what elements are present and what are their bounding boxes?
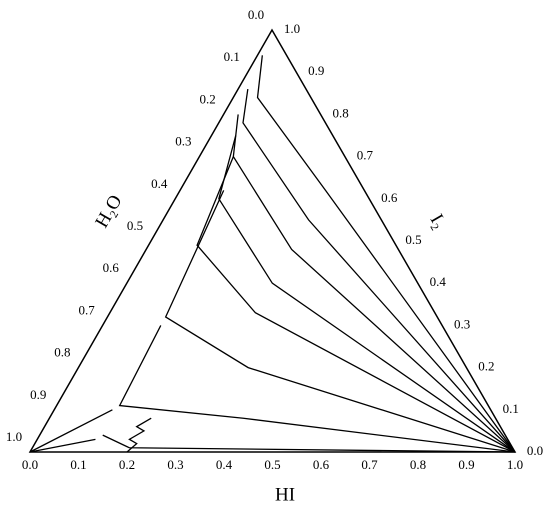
h2o-tick-label: 0.9 [30, 387, 46, 402]
hi-tick-label: 0.0 [22, 457, 38, 472]
h2o-tick-label: 0.0 [248, 7, 264, 22]
i2-tick-label: 0.7 [357, 148, 374, 163]
tie-line [164, 190, 516, 453]
hi-tick-label: 0.4 [216, 457, 233, 472]
i2-tick-label: 0.3 [454, 316, 470, 331]
h2o-axis-title: H₂O [91, 191, 126, 231]
hi-tick-label: 0.1 [70, 457, 86, 472]
tie-line [242, 88, 516, 453]
hi-tick-label: 0.9 [458, 457, 474, 472]
tie-line [29, 409, 113, 453]
h2o-tick-label: 0.3 [175, 134, 191, 149]
i2-tick-label: 0.1 [503, 401, 519, 416]
i2-tick-label: 0.5 [405, 232, 421, 247]
hi-tick-label: 0.3 [167, 457, 183, 472]
i2-tick-label: 0.2 [478, 359, 494, 374]
i2-tick-label: 0.0 [527, 443, 543, 458]
hi-tick-label: 0.8 [410, 457, 426, 472]
i2-tick-label: 0.9 [308, 63, 324, 78]
h2o-tick-label: 0.5 [127, 218, 143, 233]
hi-tick-label: 0.5 [264, 457, 280, 472]
tie-line [29, 438, 96, 453]
tie-line [196, 156, 516, 453]
hi-axis-title: HI [275, 484, 295, 505]
h2o-tick-label: 0.4 [151, 176, 168, 191]
hi-tick-label: 0.2 [119, 457, 135, 472]
tie-line [232, 114, 516, 453]
i2-tick-label: 1.0 [284, 21, 300, 36]
h2o-tick-label: 0.7 [78, 302, 95, 317]
hi-tick-label: 1.0 [507, 457, 523, 472]
tie-line [256, 55, 516, 453]
h2o-tick-label: 0.2 [199, 91, 215, 106]
i2-tick-label: 0.4 [430, 274, 447, 289]
triangle-frame [28, 28, 517, 453]
i2-axis-title: I₂ [426, 211, 451, 233]
tie-line [118, 325, 516, 453]
h2o-tick-label: 0.8 [54, 345, 70, 360]
h2o-tick-label: 0.6 [103, 260, 120, 275]
hi-tick-label: 0.7 [361, 457, 378, 472]
i2-tick-label: 0.8 [332, 105, 348, 120]
hi-tick-label: 0.6 [313, 457, 330, 472]
h2o-tick-label: 0.1 [224, 49, 240, 64]
tie-line [126, 417, 152, 453]
h2o-tick-label: 1.0 [6, 429, 22, 444]
tie-line [218, 135, 516, 453]
tie-line [102, 434, 516, 453]
i2-tick-label: 0.6 [381, 190, 398, 205]
